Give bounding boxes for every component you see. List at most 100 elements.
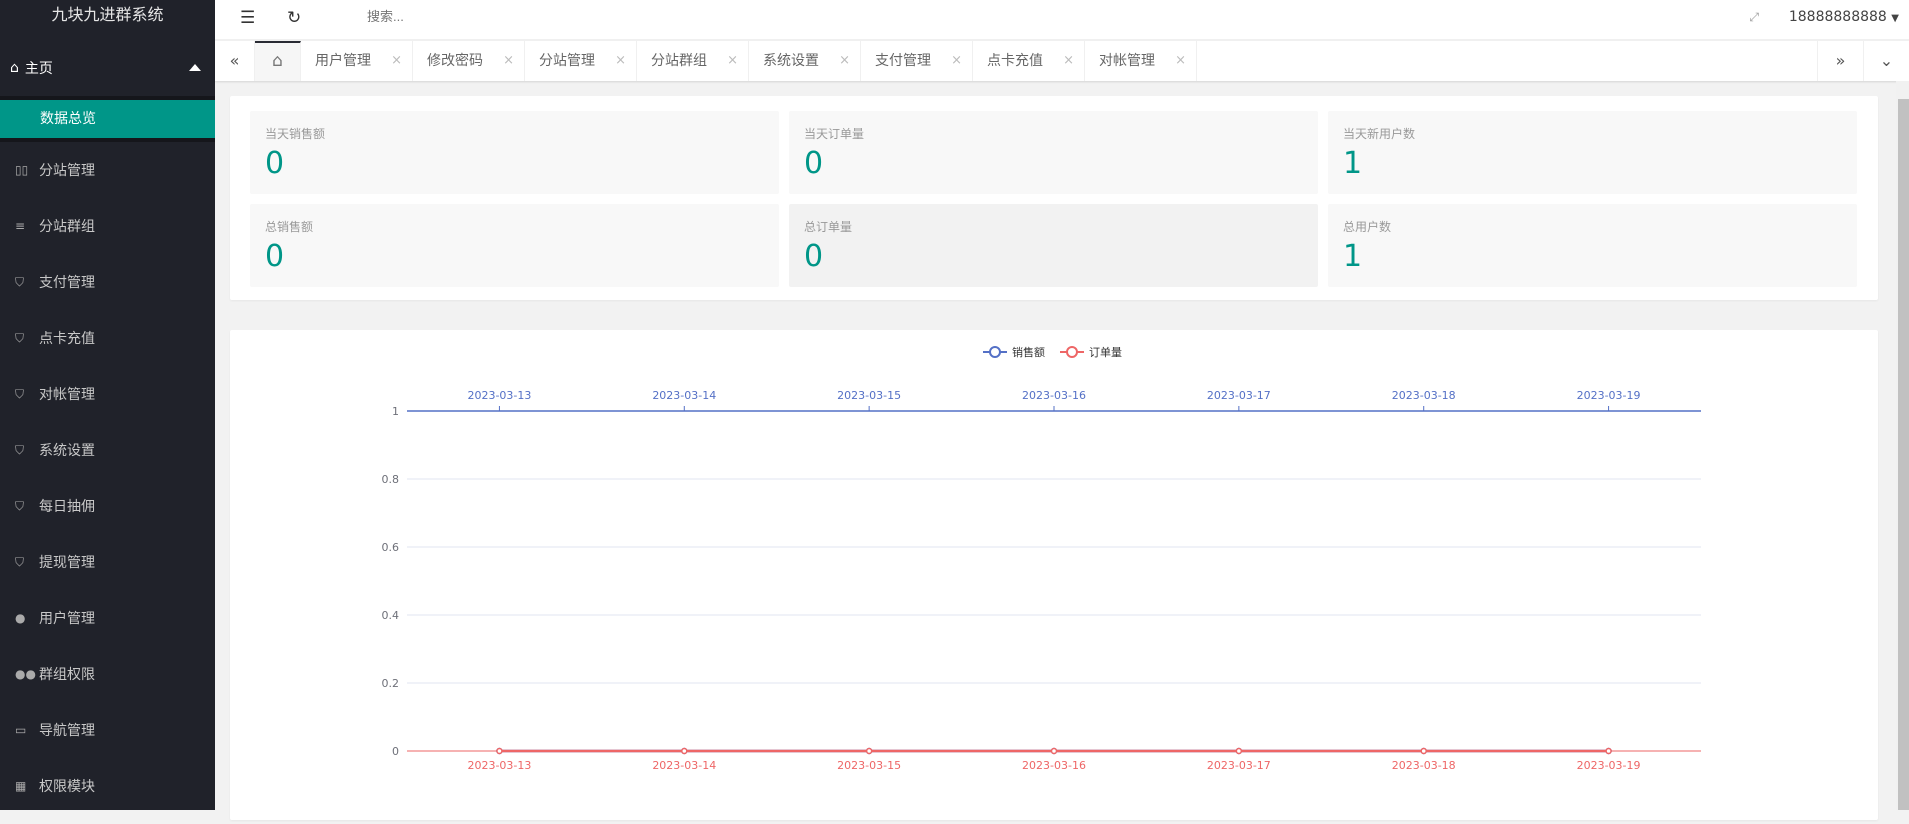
sidebar-item[interactable]: ⛉ 系统设置 xyxy=(0,422,215,478)
stat-card: 当天订单量 0 xyxy=(789,111,1318,194)
sidebar-item[interactable]: ●● 群组权限 xyxy=(0,646,215,702)
stat-card: 总销售额 0 xyxy=(250,204,779,287)
bottom-x-tick-label: 2023-03-14 xyxy=(652,759,716,772)
bottom-x-tick-label: 2023-03-19 xyxy=(1577,759,1641,772)
stat-value: 0 xyxy=(804,239,824,274)
stat-value: 1 xyxy=(1343,146,1363,181)
tab[interactable]: 分站群组 × xyxy=(637,41,749,81)
stat-value: 0 xyxy=(804,146,824,181)
data-point[interactable] xyxy=(681,747,688,755)
home-icon: ⌂ xyxy=(10,60,19,76)
tab[interactable]: 修改密码 × xyxy=(413,41,525,81)
sidebar-item-label: 点卡充值 xyxy=(39,331,95,347)
tab[interactable]: 系统设置 × xyxy=(749,41,861,81)
data-point[interactable] xyxy=(865,747,873,755)
line-chart: 0 0.2 0.4 0.6 0.8 1 2023-03-13 2023-03-13 2023-0… xyxy=(382,345,1701,772)
sidebar-item-label: 用户管理 xyxy=(39,611,95,627)
sidebar-item-label: 系统设置 xyxy=(39,443,95,459)
stat-label: 总订单量 xyxy=(804,220,853,234)
sidebar-item-label: 主页 xyxy=(24,61,53,77)
sidebar-item[interactable]: ⛉ 对帐管理 xyxy=(0,366,215,422)
shield-icon: ⛉ xyxy=(15,442,25,457)
legend-label: 销售额 xyxy=(1012,345,1045,359)
data-point[interactable] xyxy=(1235,747,1243,755)
scroll-right-icon[interactable]: » xyxy=(1817,41,1863,81)
stat-card: 总用户数 1 xyxy=(1328,204,1857,287)
close-icon[interactable]: × xyxy=(727,53,738,68)
tab-bar: « ⌂ 用户管理 × 修改密码 × 分站管理 × 分站群组 × 系统设置 × 支付管理 × 点卡充值 × 对… xyxy=(215,41,1909,81)
sidebar-item-label: 分站群组 xyxy=(39,219,95,235)
tab[interactable]: 对帐管理 × xyxy=(1085,41,1197,81)
tab[interactable]: 点卡充值 × xyxy=(973,41,1085,81)
tab[interactable]: 用户管理 × xyxy=(301,41,413,81)
sidebar-item[interactable]: ⛉ 点卡充值 xyxy=(0,310,215,366)
sidebar-item-overview[interactable]: 数据总览 xyxy=(0,100,215,138)
legend-item[interactable]: 订单量 xyxy=(1060,346,1122,359)
stat-value: 1 xyxy=(1343,239,1363,274)
refresh-icon[interactable]: ↻ xyxy=(287,8,302,28)
app-title: 九块九进群系统 xyxy=(0,0,215,40)
scroll-left-icon[interactable]: « xyxy=(215,41,255,81)
home-icon: ⌂ xyxy=(272,51,283,71)
columns-icon: ▯▯ xyxy=(15,163,29,177)
stat-label: 当天订单量 xyxy=(804,127,865,141)
sidebar-item[interactable]: ≡ 分站群组 xyxy=(0,198,215,254)
data-point[interactable] xyxy=(1050,747,1058,755)
y-tick-label: 0.8 xyxy=(382,473,400,486)
stat-value: 0 xyxy=(265,239,285,274)
sidebar-item-label: 群组权限 xyxy=(39,667,95,683)
top-x-tick-label: 2023-03-17 xyxy=(1207,389,1271,402)
tab-label: 支付管理 xyxy=(875,53,931,69)
sidebar-item[interactable]: ⛉ 提现管理 xyxy=(0,534,215,590)
close-icon[interactable]: × xyxy=(503,53,514,68)
scrollbar[interactable] xyxy=(1896,81,1909,810)
tab[interactable]: 支付管理 × xyxy=(861,41,973,81)
tab-label: 分站管理 xyxy=(539,53,595,69)
y-tick-label: 0.6 xyxy=(382,541,400,554)
legend-marker xyxy=(989,346,1001,358)
sidebar-item-label: 分站管理 xyxy=(39,163,95,179)
y-tick-label: 0.4 xyxy=(382,609,400,622)
chevron-down-icon[interactable]: ⌄ xyxy=(1863,41,1909,81)
scrollbar-thumb[interactable] xyxy=(1898,99,1909,810)
tab[interactable]: 分站管理 × xyxy=(525,41,637,81)
data-point[interactable] xyxy=(1420,747,1427,755)
close-icon[interactable]: × xyxy=(1175,53,1186,68)
sidebar-item-home[interactable]: ⌂ 主页 xyxy=(0,40,215,96)
tab-label: 点卡充值 xyxy=(987,53,1043,69)
tab-home[interactable]: ⌂ xyxy=(255,41,301,81)
stat-label: 当天销售额 xyxy=(265,127,326,141)
sidebar-item[interactable]: ▦ 权限模块 xyxy=(0,758,215,814)
shield-icon: ⛉ xyxy=(15,274,25,289)
tab-label: 修改密码 xyxy=(427,53,483,69)
search-input[interactable] xyxy=(367,9,567,24)
sidebar-item[interactable]: ▯▯ 分站管理 xyxy=(0,142,215,198)
top-x-tick-label: 2023-03-19 xyxy=(1577,389,1641,402)
bottom-x-tick-label: 2023-03-16 xyxy=(1022,759,1086,772)
close-icon[interactable]: × xyxy=(391,53,402,68)
fullscreen-icon[interactable]: ⤢ xyxy=(1749,10,1759,24)
data-point[interactable] xyxy=(496,747,503,755)
sidebar-item[interactable]: ● 用户管理 xyxy=(0,590,215,646)
sidebar-item[interactable]: ⛉ 支付管理 xyxy=(0,254,215,310)
username: 18888888888 xyxy=(1788,9,1887,25)
bottom-x-tick-label: 2023-03-18 xyxy=(1392,759,1456,772)
close-icon[interactable]: × xyxy=(615,53,626,68)
legend-item[interactable]: 销售额 xyxy=(983,345,1045,359)
sidebar-item[interactable]: ▭ 导航管理 xyxy=(0,702,215,758)
legend-label: 订单量 xyxy=(1089,346,1122,359)
nav-icon: ▭ xyxy=(15,723,27,737)
user-menu[interactable]: 18888888888 ▼ xyxy=(1789,9,1899,25)
top-x-tick-label: 2023-03-15 xyxy=(837,389,901,402)
stat-label: 总用户数 xyxy=(1343,220,1392,234)
bottom-x-tick-label: 2023-03-17 xyxy=(1207,759,1271,772)
close-icon[interactable]: × xyxy=(951,53,962,68)
close-icon[interactable]: × xyxy=(839,53,850,68)
stats-panel: 当天销售额 0 当天订单量 0 当天新用户数 1 总销售额 0 总订单量 0 总用户数 1 xyxy=(230,96,1878,300)
data-point[interactable] xyxy=(1605,747,1612,755)
legend-marker xyxy=(1066,346,1078,358)
sidebar-item[interactable]: ⛉ 每日抽佣 xyxy=(0,478,215,534)
sidebar-item-label: 对帐管理 xyxy=(39,387,95,403)
close-icon[interactable]: × xyxy=(1063,53,1074,68)
menu-toggle-icon[interactable]: ☰ xyxy=(240,8,256,28)
